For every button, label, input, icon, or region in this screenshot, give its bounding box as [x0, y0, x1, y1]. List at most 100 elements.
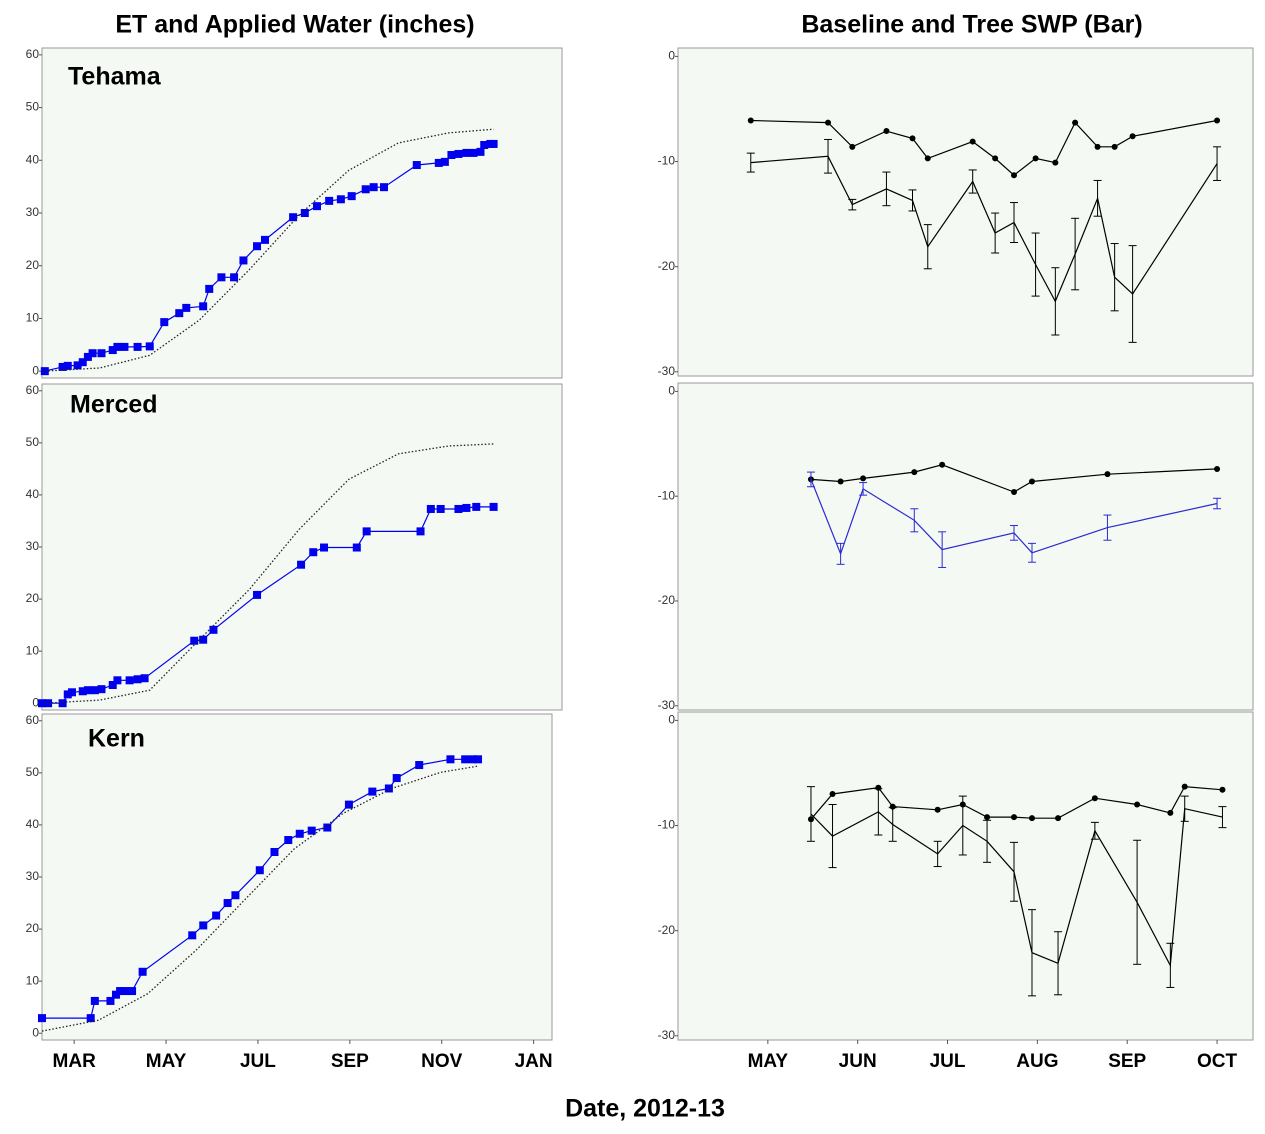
- marker: [347, 192, 356, 201]
- y-tick-label: -20: [658, 259, 676, 273]
- marker: [849, 143, 856, 150]
- y-tick-label: 10: [26, 973, 40, 987]
- y-tick-label: -10: [658, 154, 676, 168]
- marker: [416, 527, 425, 536]
- marker: [860, 475, 867, 482]
- y-tick-label: 40: [26, 817, 40, 831]
- y-tick-label: -20: [658, 923, 676, 937]
- marker: [1104, 471, 1111, 478]
- marker: [837, 478, 844, 485]
- marker: [344, 800, 353, 809]
- marker: [63, 690, 72, 699]
- marker: [969, 138, 976, 145]
- marker: [361, 185, 370, 194]
- series-line: [44, 128, 494, 372]
- marker: [253, 242, 262, 251]
- marker: [97, 349, 106, 358]
- left-title: ET and Applied Water (inches): [115, 11, 474, 39]
- marker: [489, 502, 498, 511]
- y-tick-label: 40: [26, 152, 40, 166]
- right-title: Baseline and Tree SWP (Bar): [801, 11, 1142, 39]
- marker: [384, 784, 393, 793]
- series: [806, 786, 1227, 997]
- marker: [217, 273, 226, 282]
- marker: [325, 196, 334, 205]
- marker: [140, 674, 149, 683]
- marker: [83, 352, 92, 361]
- marker: [86, 1014, 95, 1023]
- marker: [199, 635, 208, 644]
- marker: [369, 183, 378, 192]
- y-tick-label: 30: [26, 539, 40, 553]
- series: [38, 755, 483, 1023]
- series: [44, 128, 494, 372]
- marker: [83, 686, 92, 695]
- panel-title: Tehama: [68, 63, 162, 91]
- series-line: [810, 479, 1218, 556]
- marker: [1111, 143, 1118, 150]
- marker: [90, 686, 99, 695]
- y-tick-label: -30: [658, 698, 676, 712]
- y-tick-label: 30: [26, 869, 40, 883]
- marker: [106, 996, 115, 1005]
- marker: [199, 302, 208, 311]
- marker: [984, 814, 991, 821]
- marker: [939, 461, 946, 468]
- y-tick-label: 10: [26, 643, 40, 657]
- y-tick-label: 0: [668, 384, 675, 398]
- marker: [38, 1014, 46, 1023]
- marker: [284, 836, 293, 845]
- series-line: [810, 807, 1223, 968]
- y-tick-label: 20: [26, 591, 40, 605]
- marker: [188, 931, 197, 940]
- x-tick-label: AUG: [1016, 1051, 1058, 1072]
- marker: [58, 699, 67, 708]
- y-tick-label: 50: [26, 435, 40, 449]
- marker: [379, 183, 388, 192]
- marker: [116, 987, 125, 996]
- x-tick-label: MAY: [748, 1051, 789, 1072]
- marker: [426, 504, 435, 513]
- marker: [468, 755, 477, 764]
- y-tick-label: -30: [658, 1028, 676, 1042]
- marker: [469, 148, 478, 157]
- marker: [300, 209, 309, 217]
- x-tick-label: MAY: [146, 1051, 187, 1072]
- marker: [88, 349, 97, 358]
- x-tick-label: JUN: [839, 1051, 877, 1072]
- plot-area: [677, 711, 1254, 1041]
- marker: [447, 151, 456, 160]
- marker: [883, 128, 890, 135]
- marker: [78, 687, 87, 696]
- marker: [1214, 117, 1221, 124]
- marker: [209, 625, 218, 634]
- series: [806, 471, 1222, 568]
- marker: [1167, 809, 1174, 816]
- marker: [108, 681, 117, 690]
- plot-area: [41, 383, 563, 711]
- plot-area: [677, 47, 1254, 377]
- y-tick-label: 20: [26, 258, 40, 272]
- marker: [58, 362, 67, 371]
- marker: [472, 502, 481, 511]
- marker: [199, 921, 208, 930]
- marker: [323, 823, 332, 832]
- x-axis-label: Date, 2012-13: [565, 1095, 725, 1123]
- y-tick-label: 0: [32, 695, 39, 709]
- marker: [392, 774, 401, 783]
- marker: [1094, 143, 1101, 150]
- marker: [63, 361, 72, 370]
- series: [747, 117, 1221, 179]
- marker: [133, 675, 142, 684]
- marker: [489, 139, 498, 148]
- marker: [138, 967, 147, 976]
- marker: [270, 848, 279, 857]
- marker: [133, 342, 142, 351]
- marker: [1214, 465, 1221, 472]
- y-tick-label: -10: [658, 818, 676, 832]
- y-tick-label: 0: [668, 713, 675, 727]
- marker: [415, 761, 424, 770]
- y-tick-label: 50: [26, 100, 40, 114]
- marker: [255, 866, 264, 875]
